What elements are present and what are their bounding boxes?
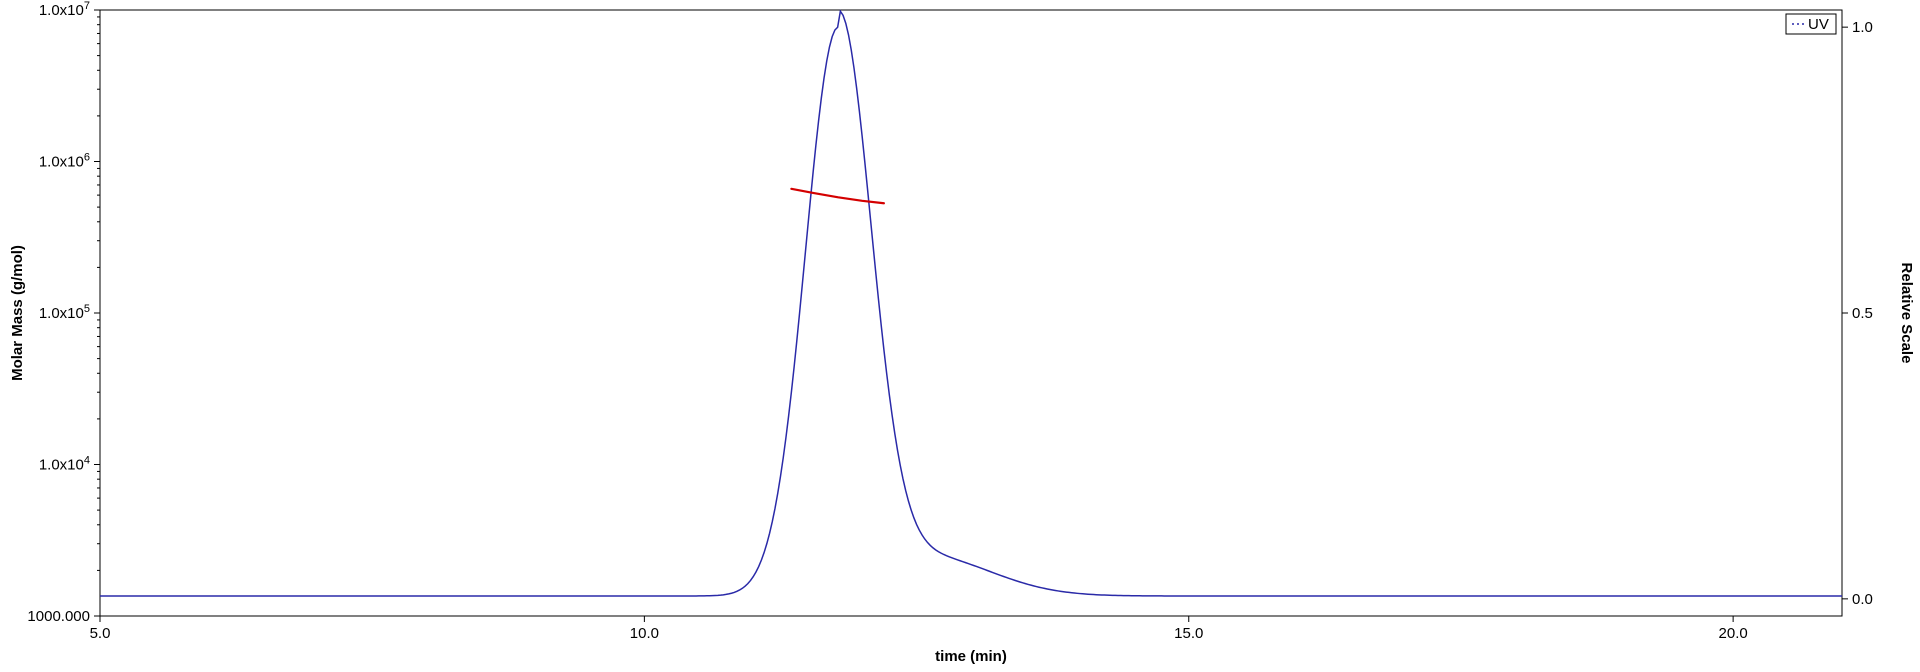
yleft-tick-label: 1.0x106 <box>39 152 90 171</box>
yleft-tick-label: 1.0x104 <box>39 455 90 474</box>
x-tick-label: 5.0 <box>90 625 111 642</box>
x-tick-label: 10.0 <box>630 625 659 642</box>
x-axis-label: time (min) <box>935 648 1007 665</box>
yright-tick-label: 1.0 <box>1852 19 1873 36</box>
yleft-tick-label: 1.0x105 <box>39 303 90 322</box>
yright-tick-label: 0.0 <box>1852 591 1873 608</box>
chromatogram-chart: 5.0 10.0 15.0 20.0 time (min) 1000.000 1.0x104… <box>0 0 1920 672</box>
yright-axis-label: Relative Scale <box>1898 263 1915 364</box>
molar-mass-trace <box>791 189 884 203</box>
x-tick-label: 20.0 <box>1719 625 1748 642</box>
uv-trace <box>100 11 1842 596</box>
yleft-tick-label: 1.0x107 <box>39 0 90 19</box>
plot-border <box>100 10 1842 616</box>
yleft-tick-label: 1000.000 <box>27 608 90 625</box>
legend: UV <box>1786 14 1836 34</box>
legend-label: UV <box>1808 16 1829 33</box>
chart-svg: 5.0 10.0 15.0 20.0 time (min) 1000.000 1.0x104… <box>0 0 1920 672</box>
x-tick-label: 15.0 <box>1174 625 1203 642</box>
yleft-axis-label: Molar Mass (g/mol) <box>9 245 26 381</box>
yright-tick-label: 0.5 <box>1852 305 1873 322</box>
